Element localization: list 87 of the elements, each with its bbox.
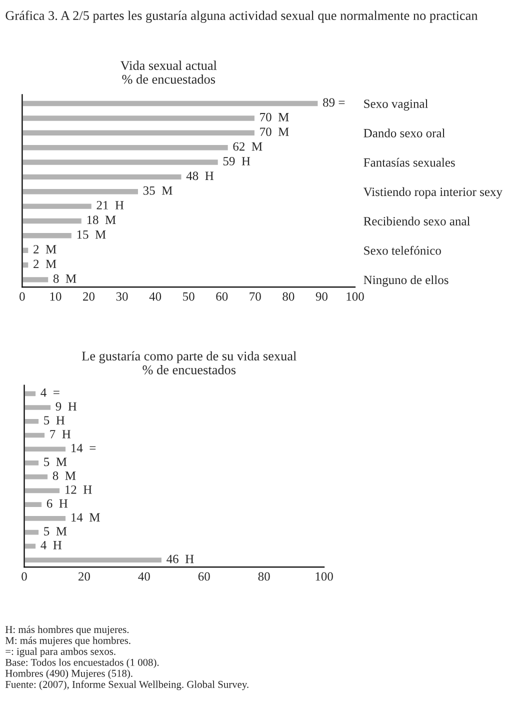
bar bbox=[22, 276, 50, 284]
text: =: igual para ambos sexos. bbox=[6, 648, 116, 658]
bar bbox=[22, 100, 320, 108]
data-label: 8 M bbox=[53, 274, 76, 283]
chart-subtitle: % de encuestados bbox=[142, 365, 236, 374]
data-label: 6 H bbox=[46, 499, 68, 508]
y-tick-label: Dando sexo oral bbox=[364, 128, 446, 138]
x-tick-label: 80 bbox=[282, 292, 294, 301]
bar bbox=[22, 158, 220, 166]
data-label: 15 M bbox=[77, 230, 106, 239]
data-label: 8 M bbox=[52, 472, 76, 480]
x-tick-label: 30 bbox=[116, 292, 128, 301]
chart-subtitle: % de encuestados bbox=[122, 74, 216, 84]
bar bbox=[24, 473, 49, 481]
bar bbox=[24, 390, 37, 398]
source-note: Fuente: (2007), Informe Sexual Wellbeing. Global Survey. bbox=[5, 680, 248, 690]
bar bbox=[24, 486, 61, 495]
data-label: 12 H bbox=[65, 485, 92, 494]
text: Hombres (490) Mujeres (518). bbox=[5, 670, 132, 679]
bar bbox=[24, 418, 40, 426]
x-tick-label: 80 bbox=[258, 572, 270, 581]
x-tick-label: 60 bbox=[198, 572, 210, 581]
y-tick-label: Fantasías sexuales bbox=[364, 158, 455, 167]
x-tick-label: 60 bbox=[216, 292, 228, 301]
text: Gráfica 3. A 2/5 partes les gustaría alguna actividad sexual que normalmente no practican bbox=[6, 10, 478, 23]
data-label: 2 M bbox=[34, 245, 56, 254]
bar bbox=[22, 128, 256, 137]
y-tick-label: Ninguno de ellos bbox=[364, 275, 448, 287]
bar bbox=[24, 459, 40, 467]
data-label: 46 H bbox=[166, 554, 194, 564]
x-tick-label: 20 bbox=[83, 292, 95, 301]
data-label: 5 M bbox=[44, 458, 67, 466]
bar bbox=[22, 114, 256, 122]
bar bbox=[24, 542, 37, 550]
chart-title: Vida sexual actual bbox=[120, 60, 217, 70]
data-label: 9 H bbox=[56, 402, 77, 411]
bar bbox=[22, 202, 93, 210]
chart-title: Le gustaría como parte de su vida sexual bbox=[82, 351, 296, 364]
bar bbox=[22, 216, 83, 225]
y-tick-label: Sexo vaginal bbox=[364, 99, 428, 111]
data-label: 70 M bbox=[260, 128, 289, 136]
data-label: 62 M bbox=[233, 142, 262, 151]
x-tick-label: 0 bbox=[22, 572, 27, 581]
data-label: 48 H bbox=[186, 172, 214, 180]
bar bbox=[22, 246, 30, 254]
bar bbox=[22, 144, 230, 152]
data-label: 5 M bbox=[44, 527, 67, 536]
bar bbox=[24, 404, 52, 412]
y-tick-label: Vistiendo ropa interior sexy bbox=[363, 187, 502, 199]
y-tick-label: Sexo telefónico bbox=[364, 246, 441, 255]
text: M: más mujeres que hombres. bbox=[5, 636, 130, 646]
bar bbox=[24, 500, 43, 508]
data-label: 21 H bbox=[96, 201, 124, 210]
data-label: 70 M bbox=[260, 112, 289, 122]
x-tick-label: 50 bbox=[183, 292, 194, 301]
x-tick-label: 40 bbox=[149, 292, 162, 301]
x-tick-label: 70 bbox=[250, 292, 261, 301]
bar bbox=[24, 556, 163, 564]
bar bbox=[24, 514, 67, 522]
bar bbox=[22, 232, 73, 240]
text: H: más hombres que mujeres. bbox=[5, 626, 129, 636]
x-tick-label: 0 bbox=[20, 292, 25, 301]
y-tick-label: Recibiendo sexo anal bbox=[364, 216, 470, 226]
bar bbox=[24, 528, 40, 536]
data-label: 14 M bbox=[71, 513, 100, 522]
x-tick-label: 20 bbox=[78, 572, 90, 581]
data-label: 7 H bbox=[50, 430, 71, 438]
data-label: 4 H bbox=[40, 540, 62, 550]
data-label: 59 H bbox=[223, 156, 250, 166]
data-label: 5 H bbox=[44, 416, 65, 425]
x-tick-label: 100 bbox=[316, 572, 333, 581]
x-tick-label: 100 bbox=[346, 292, 364, 301]
data-label: 2 M bbox=[34, 260, 56, 268]
data-label: 4 = bbox=[40, 388, 60, 397]
bar bbox=[24, 431, 46, 440]
data-label: 18 M bbox=[87, 216, 116, 224]
bar bbox=[22, 172, 183, 181]
data-label: 35 M bbox=[143, 186, 172, 195]
data-label: 14 = bbox=[71, 444, 96, 452]
x-tick-label: 10 bbox=[50, 292, 62, 301]
bar bbox=[24, 445, 67, 453]
bar bbox=[22, 261, 30, 270]
data-label: 89 = bbox=[323, 98, 345, 107]
text: Base: Todos los encuestados (1 008). bbox=[5, 658, 159, 668]
x-tick-label: 40 bbox=[138, 572, 150, 581]
bar bbox=[22, 188, 140, 196]
x-tick-label: 90 bbox=[316, 292, 328, 301]
